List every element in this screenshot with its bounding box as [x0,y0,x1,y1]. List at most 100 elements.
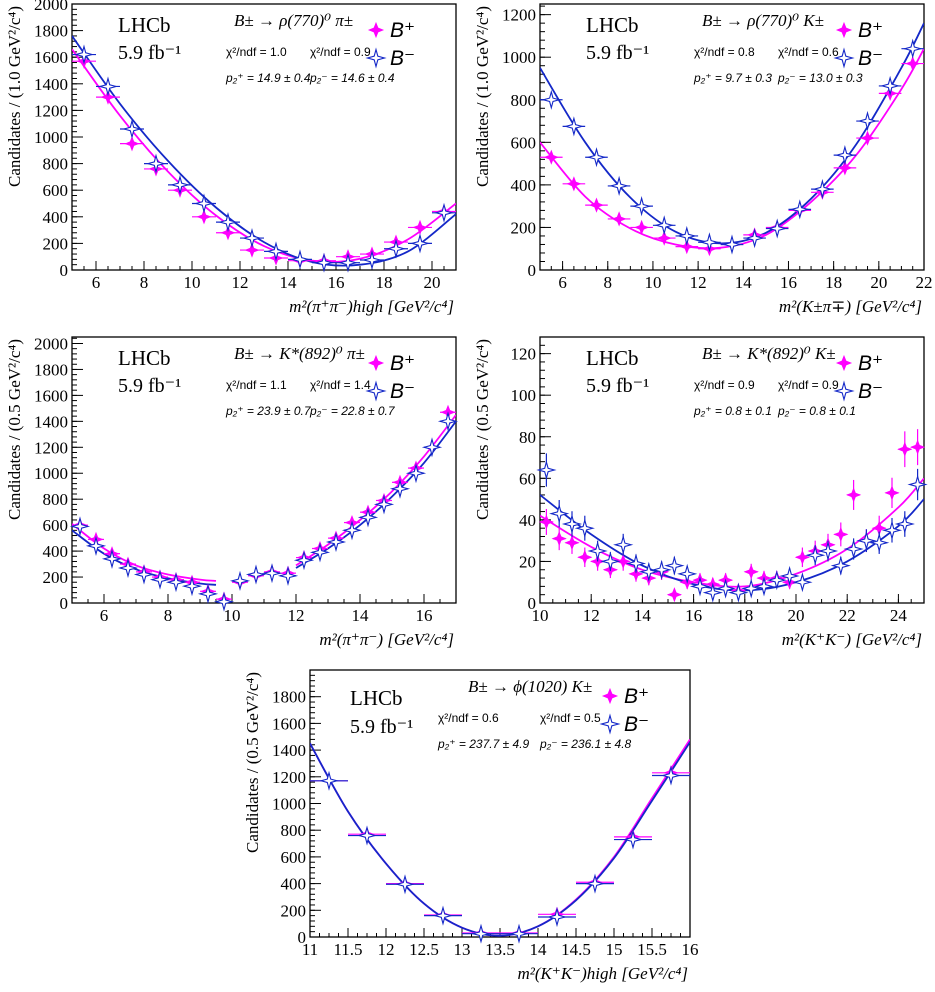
decay-label: B± → K*(892)⁰ K± [702,344,836,363]
fit-curves [540,22,924,250]
data-point-marker [217,211,239,233]
data-point-marker [744,227,765,249]
p2-bminus: p₂⁻ = 236.1 ± 4.8 [539,737,632,751]
y-tick-label: 800 [43,490,69,509]
chi2-bplus: χ²/ndf = 0.8 [694,45,755,59]
y-tick-label: 2000 [34,0,68,14]
data-point-marker [907,474,928,495]
data-point-marker [373,494,395,515]
legend-bplus-label: B⁺ [390,19,415,42]
chi2-bplus: χ²/ndf = 0.6 [438,711,499,725]
y-tick-label: 60 [519,469,536,488]
series-bminus [69,411,459,612]
y-tick-label: 200 [43,234,69,253]
data-point-marker [766,569,787,591]
y-tick-label: 400 [43,208,69,227]
x-tick-label: 16 [685,606,702,625]
y-axis-label: Candidates / (1.0 GeV²/c⁴) [473,6,492,187]
x-tick-label: 6 [558,273,567,292]
data-point-marker [654,215,675,236]
data-point-marker [613,534,634,555]
data-point-marker [165,572,187,593]
lumi-label: 5.9 fb⁻¹ [586,42,649,64]
data-point-marker [437,411,459,432]
data-point-marker [666,587,682,603]
data-point-marker [193,193,215,214]
data-point-marker [470,923,492,944]
data-point-marker [121,118,143,140]
decay-label: B± → ρ(770)⁰ π± [234,11,353,30]
x-axis-label: m²(π⁺π⁻) [GeV²/c⁴] [319,630,454,649]
data-point-marker [615,553,631,569]
y-tick-label: 1800 [272,688,306,707]
y-tick-label: 400 [43,542,69,561]
chi2-bminus: χ²/ndf = 0.9 [778,378,839,392]
data-point-marker [676,225,697,247]
data-point-marker [622,829,644,850]
data-point-marker [574,518,595,539]
chi2-bminus: χ²/ndf = 0.9 [310,45,371,59]
data-point-marker [293,550,315,571]
legend-bminus-label: B⁻ [624,713,649,736]
y-tick-label: 1000 [34,464,68,483]
x-tick-label: 10 [644,273,661,292]
lumi-label: 5.9 fb⁻¹ [350,716,413,738]
fit-curves [72,414,456,586]
chi2-bminus: χ²/ndf = 1.4 [310,378,371,392]
y-tick-label: 20 [519,552,536,571]
y-tick-label: 600 [43,516,69,535]
legend-bminus-label: B⁻ [858,47,883,70]
y-tick-label: 0 [528,261,537,280]
x-tick-label: 14 [634,606,652,625]
x-axis-label: m²(π⁺π⁻)high [GeV²/c⁴] [289,297,454,316]
data-point-marker [538,514,554,530]
data-point-marker [843,538,864,560]
y-axis-label: Candidates / (1.0 GeV²/c⁴) [5,6,24,187]
legend-bplus-marker [367,21,385,39]
y-tick-label: 1400 [272,741,306,760]
data-point-marker [910,439,926,455]
panel-3: 6 8 10 12 14 16 0 200 400 600 800 1000 1200 1400 1600 1… [5,334,459,649]
x-tick-label: 24 [890,606,908,625]
data-point-marker [196,209,212,225]
experiment-label: LHCb [350,686,403,710]
data-point-marker [337,252,359,273]
data-point-marker [220,225,236,241]
x-tick-label: 14 [530,940,548,959]
lumi-label: 5.9 fb⁻¹ [118,42,181,64]
data-point-marker [699,232,720,253]
y-tick-label: 1000 [502,48,536,67]
lumi-label: 5.9 fb⁻¹ [118,375,181,397]
y-tick-label: 800 [43,155,69,174]
y-axis-label: Candidates / (0.5 GeV²/c⁴) [473,339,492,520]
p2-bminus: p₂⁻ = 22.8 ± 0.7 [309,404,396,418]
y-tick-label: 40 [519,511,536,530]
x-tick-label: 20 [870,273,887,292]
y-axis-label: Candidates / (0.5 GeV²/c⁴) [5,339,24,520]
decay-label: B± → K*(892)⁰ π± [234,344,365,363]
data-point-marker [660,765,682,786]
x-tick-label: 16 [682,940,699,959]
data-point-marker [881,520,903,541]
data-point-marker [389,478,411,499]
y-tick-label: 200 [511,218,537,237]
data-point-marker [563,116,585,137]
data-point-marker [741,578,762,599]
p2-bplus: p₂⁺ = 237.7 ± 4.9 [437,737,530,751]
data-point-marker [508,923,530,944]
data-point-marker [541,89,562,110]
data-point-marker [309,542,331,563]
x-axis-label: m²(K⁺K⁻) [GeV²/c⁴] [782,630,922,649]
series-bplus [72,404,456,607]
y-tick-label: 600 [43,181,69,200]
data-point-marker [244,242,260,258]
legend-bminus-marker [365,47,387,69]
data-point-marker [767,218,788,239]
data-point-marker [124,136,140,152]
y-tick-label: 1200 [34,101,68,120]
data-point-marker [341,520,363,541]
y-tick-label: 1800 [34,360,68,379]
data-point-marker [265,241,287,262]
data-point-marker [145,153,167,174]
data-point-marker [833,526,849,542]
